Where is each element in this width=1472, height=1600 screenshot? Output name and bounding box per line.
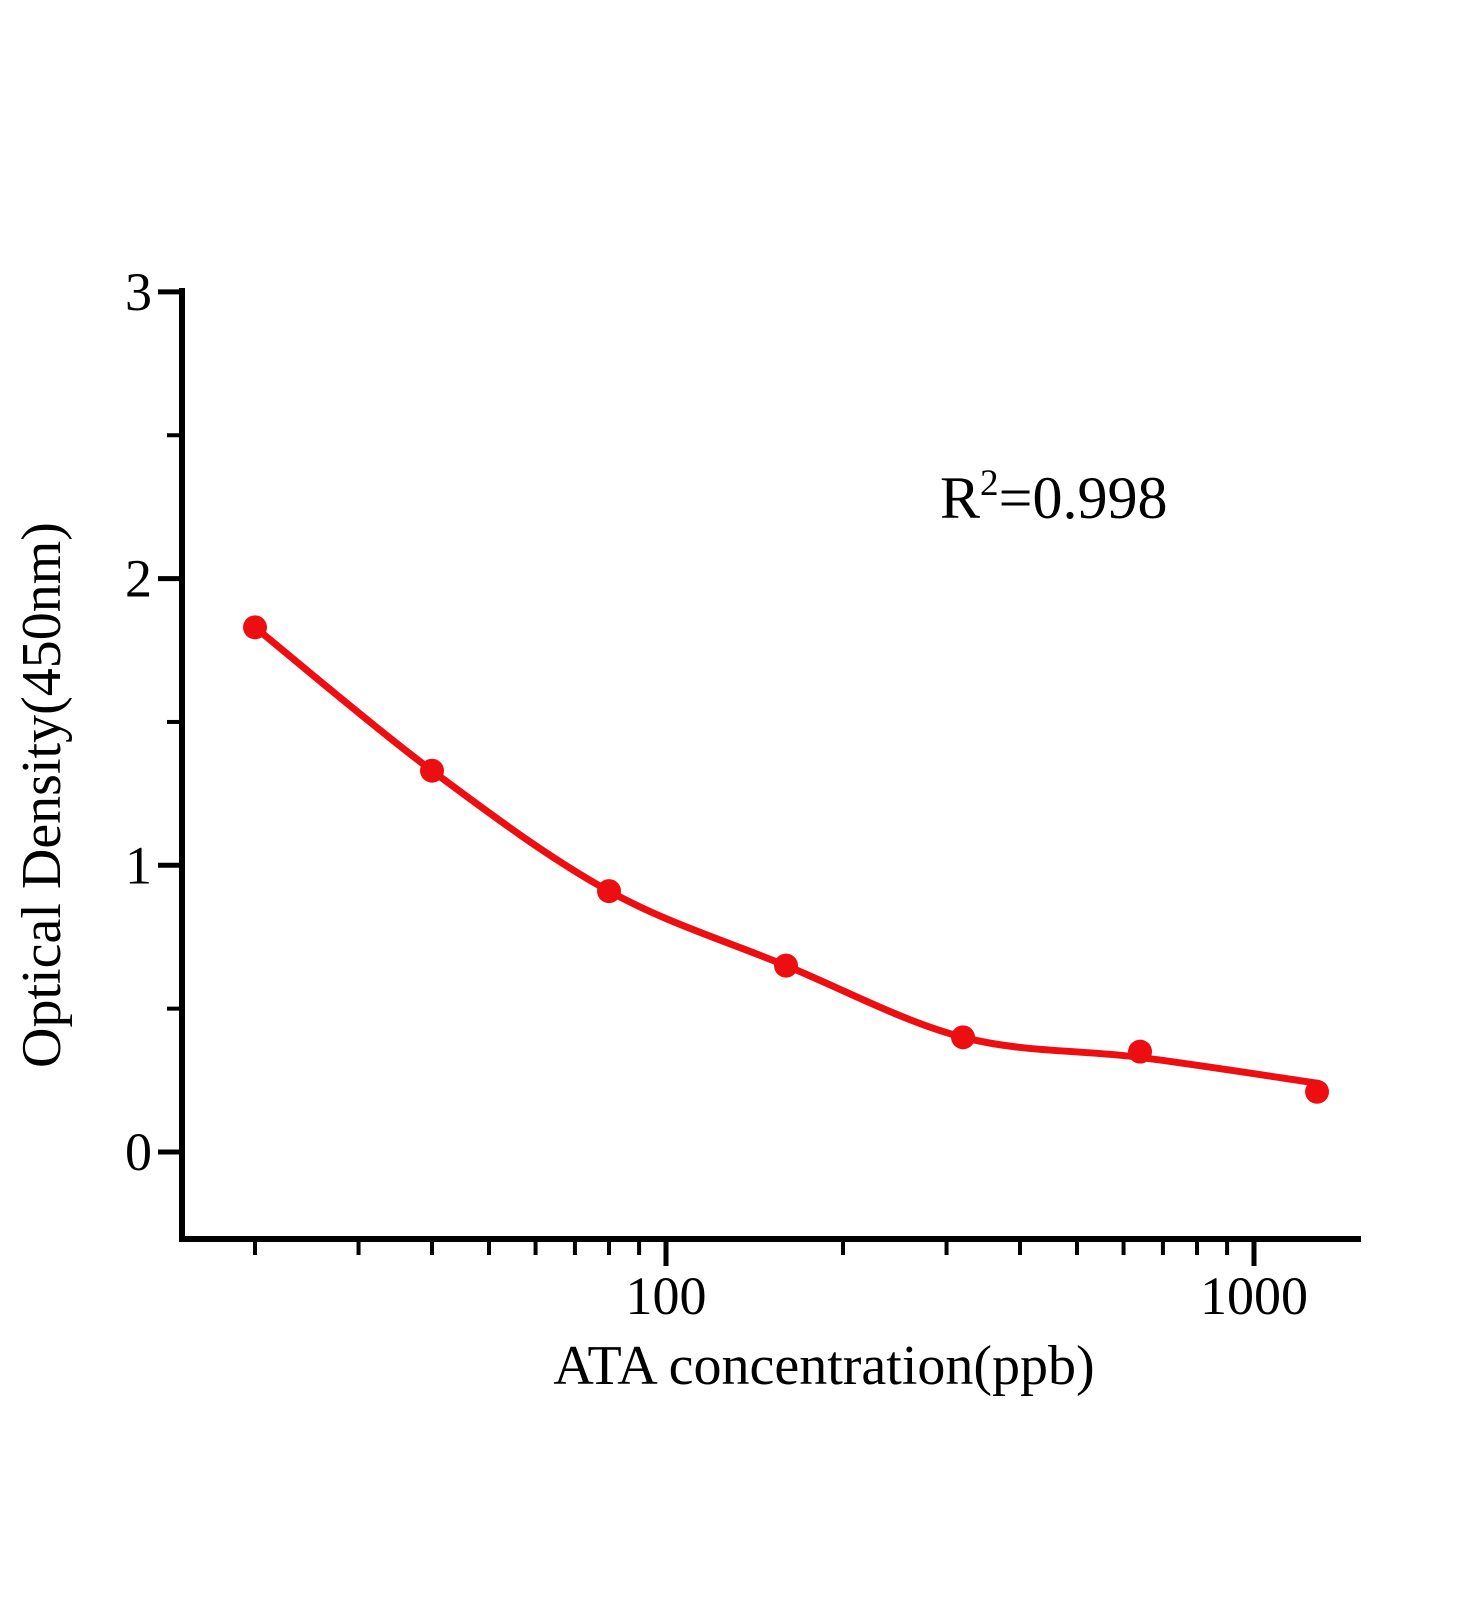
data-point-marker: [951, 1025, 976, 1050]
y-tick-label: 3: [125, 262, 152, 322]
data-point-marker: [243, 615, 268, 640]
fit-curve-line: [251, 623, 1321, 1087]
axes-layer: 0 1 2 3 100 1000: [125, 262, 1361, 1326]
r-squared-exponent: 2: [980, 462, 999, 504]
x-tick-label: 100: [626, 1266, 707, 1326]
r-squared-base: R: [940, 465, 981, 531]
x-axis-title: ATA concentration(ppb): [553, 1335, 1095, 1397]
y-axis-title: Optical Density(450nm): [11, 522, 73, 1068]
data-point-marker: [774, 953, 799, 978]
r-squared-value: =0.998: [998, 465, 1168, 531]
data-point-marker: [1305, 1079, 1330, 1104]
series-layer: [243, 615, 1330, 1104]
data-point-marker: [420, 758, 445, 783]
y-tick-label: 0: [125, 1122, 152, 1182]
r-squared-annotation: R2=0.998: [940, 465, 1168, 531]
y-tick-label: 2: [125, 549, 152, 609]
data-point-marker: [1128, 1039, 1153, 1064]
data-point-marker: [597, 879, 622, 904]
x-tick-label: 1000: [1200, 1266, 1308, 1326]
y-tick-label: 1: [125, 835, 152, 895]
